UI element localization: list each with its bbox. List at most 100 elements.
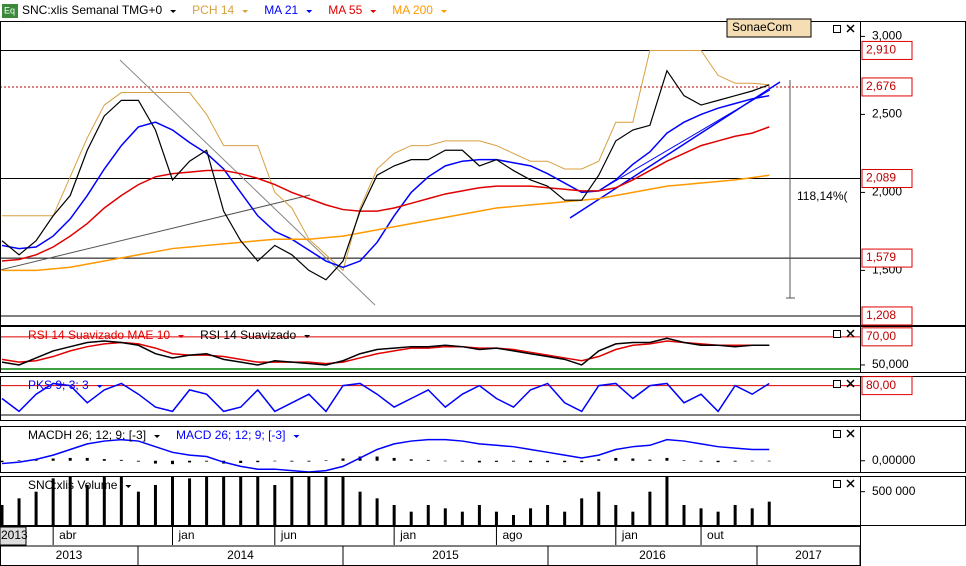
- bar: [307, 460, 311, 462]
- bar: [1, 505, 4, 525]
- x-tick-label: ago: [502, 528, 522, 542]
- legend-entry: SNC:xlis Volume: [28, 478, 118, 492]
- bar: [273, 460, 277, 462]
- bar: [256, 460, 260, 463]
- bar: [733, 460, 737, 462]
- price-line: [1, 69, 770, 281]
- level-label: 2,676: [866, 79, 896, 93]
- dropdown-arrow: [125, 485, 132, 488]
- bar: [205, 477, 209, 525]
- dropdown-arrow: [96, 385, 103, 388]
- dropdown-arrow: [154, 435, 161, 438]
- x-tick-label: abr: [59, 528, 76, 542]
- bar: [750, 508, 754, 525]
- dropdown-arrow: [306, 10, 313, 13]
- bar: [392, 505, 396, 525]
- trend-line: [599, 89, 771, 191]
- dropdown-arrow: [440, 10, 447, 13]
- bar: [239, 477, 243, 525]
- year-label: 2014: [227, 548, 254, 562]
- bar: [51, 458, 55, 461]
- bar: [119, 459, 123, 461]
- annotation: 118,14%(: [797, 189, 847, 203]
- dropdown-arrow: [242, 10, 249, 13]
- x-tick-label: jun: [280, 528, 297, 542]
- bar: [119, 477, 123, 525]
- level-box: [861, 248, 913, 268]
- bar: [51, 478, 55, 525]
- bar: [290, 477, 294, 525]
- level-label: 1,208: [866, 308, 896, 322]
- bar: [529, 460, 533, 463]
- bar: [273, 485, 277, 525]
- bar: [171, 477, 174, 525]
- legend-entry: MA 55: [328, 3, 362, 17]
- legend-entry: PKS 9; 3; 3: [28, 378, 89, 392]
- bar: [580, 498, 584, 525]
- x-tick-label: 2013: [1, 528, 28, 542]
- bar: [171, 460, 174, 465]
- level-box: [861, 77, 913, 97]
- year-label: 2015: [432, 548, 459, 562]
- bar: [443, 508, 447, 525]
- bar: [17, 498, 21, 525]
- dropdown-arrow: [293, 435, 300, 438]
- bar: [614, 457, 618, 461]
- panel-button: [833, 380, 841, 388]
- level-label: 2,089: [866, 171, 896, 185]
- y-tick-label: 500 000: [872, 484, 916, 498]
- bar: [239, 460, 243, 463]
- bar: [68, 457, 72, 461]
- level-label: 70,00: [866, 329, 896, 343]
- legend-entry: RSI 14 Suavizado: [200, 328, 296, 342]
- bar: [699, 460, 703, 462]
- year-label: 2013: [56, 548, 83, 562]
- bar: [477, 505, 481, 525]
- bar: [426, 459, 430, 461]
- bar: [512, 515, 515, 525]
- bar: [375, 456, 379, 461]
- bar: [648, 491, 652, 525]
- x-tick-label: out: [707, 528, 724, 542]
- bar: [17, 460, 21, 461]
- dropdown-arrow: [370, 10, 377, 13]
- chart-title: SNC:xlis Semanal TMG+0: [22, 3, 162, 17]
- bar: [597, 491, 601, 525]
- y-tick-label: 0,00000: [872, 453, 916, 467]
- bar: [1, 460, 4, 463]
- level-label: 1,579: [866, 250, 896, 264]
- legend-entry: MACD 26; 12; 9; [-3]: [176, 428, 285, 442]
- bar: [460, 511, 464, 525]
- dropdown-arrow: [178, 335, 185, 338]
- y-tick-label: 3,000: [872, 29, 902, 43]
- bar: [477, 460, 481, 463]
- bar: [307, 477, 311, 525]
- year-label: 2016: [639, 548, 666, 562]
- level-box: [861, 169, 913, 189]
- icon: [2, 4, 18, 18]
- bar: [136, 460, 140, 462]
- bar: [102, 477, 106, 525]
- bar: [614, 505, 618, 525]
- bar: [512, 460, 515, 462]
- plot: [1, 336, 860, 370]
- level-box: [861, 40, 913, 60]
- legend-entry: PCH 14: [192, 3, 234, 17]
- bar: [563, 511, 567, 525]
- bar: [341, 458, 345, 461]
- bar: [494, 460, 498, 462]
- bar: [34, 491, 38, 525]
- bar: [426, 505, 430, 525]
- bar: [290, 460, 294, 462]
- bar: [494, 511, 498, 525]
- bar: [767, 501, 771, 525]
- level-box: [861, 376, 913, 396]
- trend-line: [1, 194, 311, 271]
- bar: [767, 460, 771, 462]
- legend-entry: MA 200: [392, 3, 433, 17]
- close-button: [846, 379, 855, 388]
- plot: [1, 49, 860, 317]
- level-label: 80,00: [866, 378, 896, 392]
- bar: [85, 485, 89, 525]
